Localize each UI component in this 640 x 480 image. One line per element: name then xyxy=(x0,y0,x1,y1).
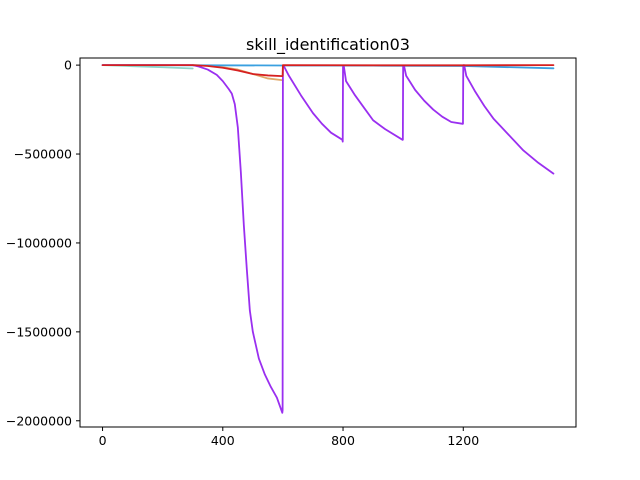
series-layer xyxy=(101,64,555,414)
x-tick-label: 0 xyxy=(99,433,107,448)
chart-title: skill_identification03 xyxy=(246,35,410,55)
x-tick-label: 800 xyxy=(331,433,355,448)
x-tick-label: 1200 xyxy=(447,433,479,448)
plot-area-frame xyxy=(79,57,577,428)
series-line-4 xyxy=(101,64,555,414)
ticks-layer: 0 400 800 1200 0 −500000 −1000000 −1500000 −2000… xyxy=(6,58,479,448)
y-tick-label: 0 xyxy=(64,58,72,73)
series-line-5 xyxy=(101,64,555,78)
y-tick-label: −1500000 xyxy=(6,324,72,339)
y-tick-label: −2000000 xyxy=(6,413,72,428)
y-tick-label: −1000000 xyxy=(6,235,72,250)
y-tick-label: −500000 xyxy=(14,147,72,162)
x-tick-label: 400 xyxy=(211,433,235,448)
